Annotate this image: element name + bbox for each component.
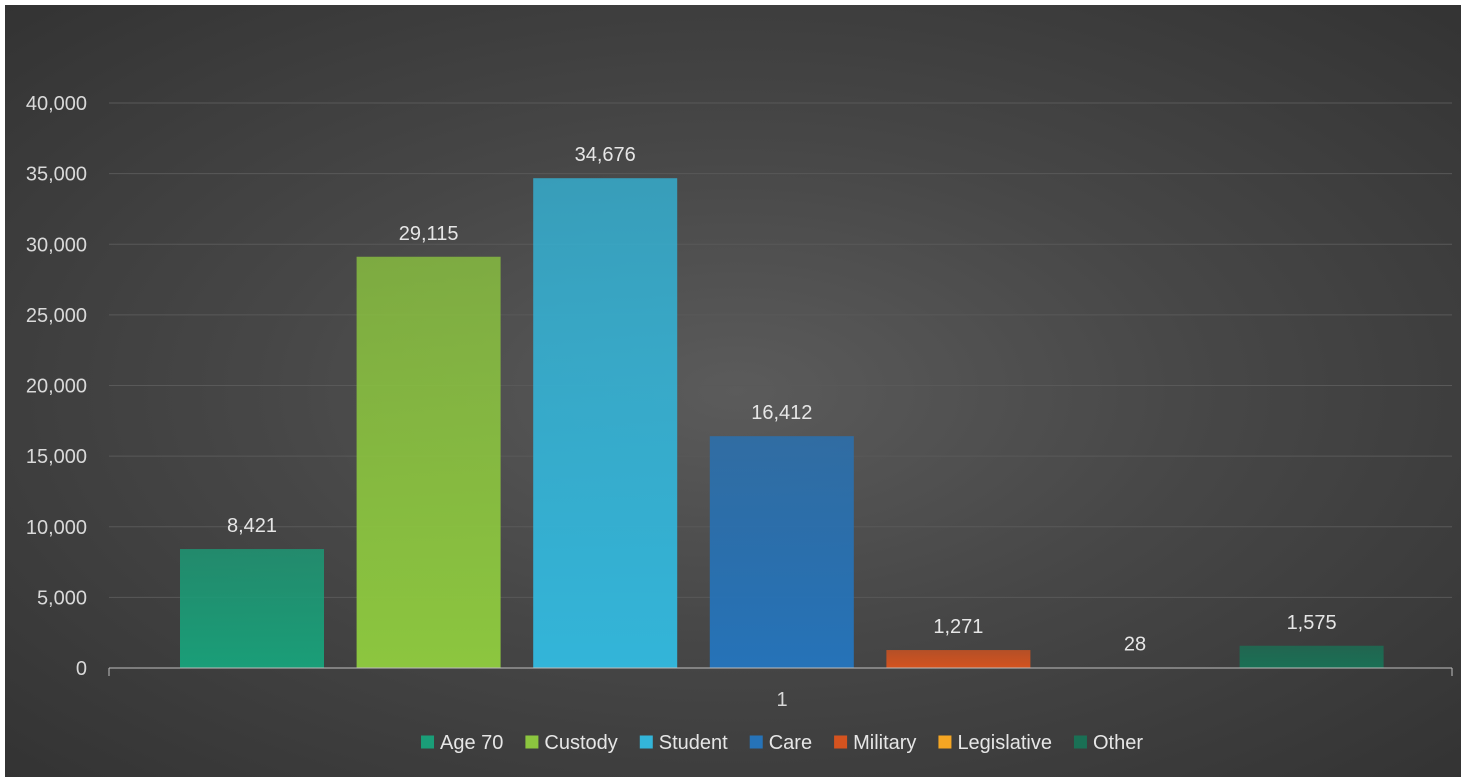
- legend-label: Student: [659, 732, 728, 754]
- y-tick-label: 40,000: [26, 93, 87, 115]
- legend-item-care: Care: [749, 732, 812, 754]
- y-tick-label: 35,000: [26, 164, 87, 186]
- y-tick-label: 10,000: [26, 517, 87, 539]
- y-axis-tick-labels: 0 5,000 10,000 15,000 20,000 25,000 30,000 35,0…: [26, 93, 87, 680]
- legend-item-other: Other: [1073, 732, 1143, 754]
- legend-item-student: Student: [639, 732, 728, 754]
- legend-item-custody: Custody: [525, 732, 618, 754]
- bar-military: [886, 650, 1031, 668]
- data-label-other: 1,575: [1287, 612, 1337, 634]
- bar-age-70: [180, 549, 324, 668]
- legend-item-legislative: Legislative: [938, 732, 1052, 754]
- data-label-age-70: 8,421: [227, 515, 277, 537]
- y-tick-label: 15,000: [26, 446, 87, 468]
- data-label-student: 34,676: [575, 144, 636, 166]
- legend: Age 70 Custody Student Care Military Legislat…: [421, 732, 1143, 754]
- legend-item-military: Military: [834, 732, 916, 754]
- bar-care: [709, 436, 854, 668]
- y-tick-label: 30,000: [26, 234, 87, 256]
- bar-other: [1239, 645, 1384, 668]
- legend-label: Legislative: [957, 732, 1052, 754]
- legend-swatch: [525, 735, 539, 749]
- legend-swatch: [639, 735, 653, 749]
- data-label-custody: 29,115: [399, 223, 459, 245]
- data-labels: 8,421 29,115 34,676 16,412 1,271 28 1,575: [227, 144, 1337, 655]
- x-axis-category-label: 1: [776, 689, 787, 711]
- data-label-care: 16,412: [751, 402, 812, 424]
- legend-swatch: [834, 735, 848, 749]
- legend-swatch: [938, 735, 952, 749]
- y-tick-label: 20,000: [26, 376, 87, 398]
- data-label-military: 1,271: [933, 616, 983, 638]
- bar-student: [533, 178, 678, 668]
- y-tick-label: 25,000: [26, 305, 87, 327]
- legend-label: Military: [853, 732, 916, 754]
- y-tick-label: 5,000: [37, 587, 87, 609]
- legend-label: Age 70: [440, 732, 503, 754]
- legend-label: Care: [769, 732, 812, 754]
- bar-chart: 0 5,000 10,000 15,000 20,000 25,000 30,000 35,0…: [26, 93, 1453, 754]
- legend-swatch: [1073, 735, 1087, 749]
- legend-label: Custody: [544, 732, 617, 754]
- bar-custody: [356, 256, 501, 668]
- y-tick-label: 0: [76, 658, 87, 680]
- legend-swatch: [421, 735, 435, 749]
- data-label-legislative: 28: [1124, 634, 1146, 656]
- legend-label: Other: [1093, 732, 1143, 754]
- chart-area: 0 5,000 10,000 15,000 20,000 25,000 30,000 35,0…: [5, 5, 1461, 777]
- legend-item-age-70: Age 70: [421, 732, 503, 754]
- bars: [180, 178, 1384, 668]
- legend-swatch: [749, 735, 763, 749]
